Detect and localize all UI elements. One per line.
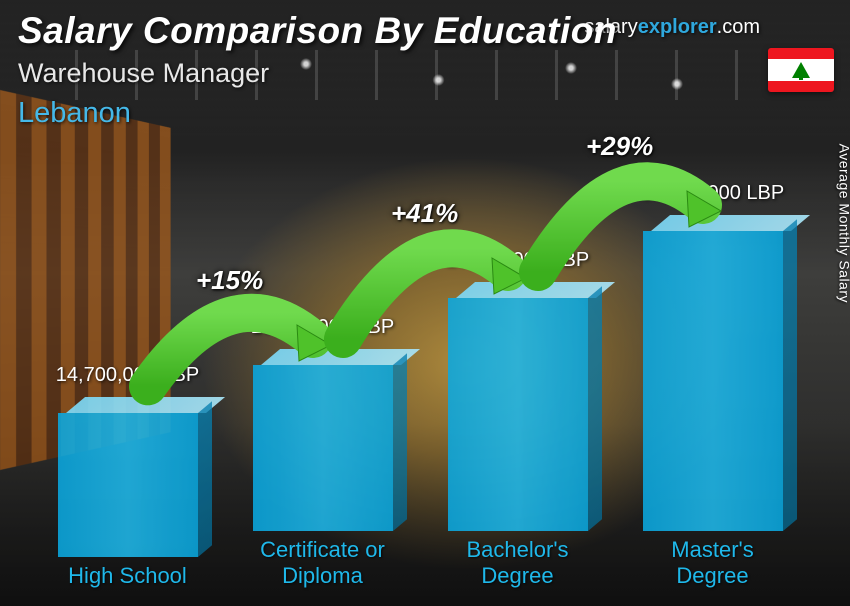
increase-percent: +41% <box>391 198 458 229</box>
job-title: Warehouse Manager <box>18 58 832 89</box>
increase-percent: +15% <box>196 265 263 296</box>
bar-category-label: High School <box>68 563 187 588</box>
bar-group: 23,800,000 LBP Bachelor'sDegree <box>422 249 614 588</box>
header: Salary Comparison By Education Warehouse… <box>18 10 832 130</box>
y-axis-label: Average Monthly Salary <box>836 144 850 303</box>
bar-category-label: Master'sDegree <box>671 537 753 588</box>
bar-value-label: 16,900,000 LBP <box>251 316 394 339</box>
bar <box>58 397 198 557</box>
bar <box>643 215 783 531</box>
bar <box>253 349 393 531</box>
bar-value-label: 14,700,000 LBP <box>56 364 199 387</box>
bar-value-label: 30,600,000 LBP <box>641 182 784 205</box>
bar <box>448 282 588 531</box>
country-name: Lebanon <box>18 97 832 130</box>
bar-value-label: 23,800,000 LBP <box>446 249 589 272</box>
page-title: Salary Comparison By Education <box>18 10 832 52</box>
bar-group: 14,700,000 LBP High School <box>32 364 224 588</box>
bar-group: 30,600,000 LBP Master'sDegree <box>617 182 809 588</box>
increase-percent: +29% <box>586 131 653 162</box>
bar-category-label: Certificate orDiploma <box>260 537 385 588</box>
bar-group: 16,900,000 LBP Certificate orDiploma <box>227 316 419 588</box>
bar-category-label: Bachelor'sDegree <box>466 537 568 588</box>
